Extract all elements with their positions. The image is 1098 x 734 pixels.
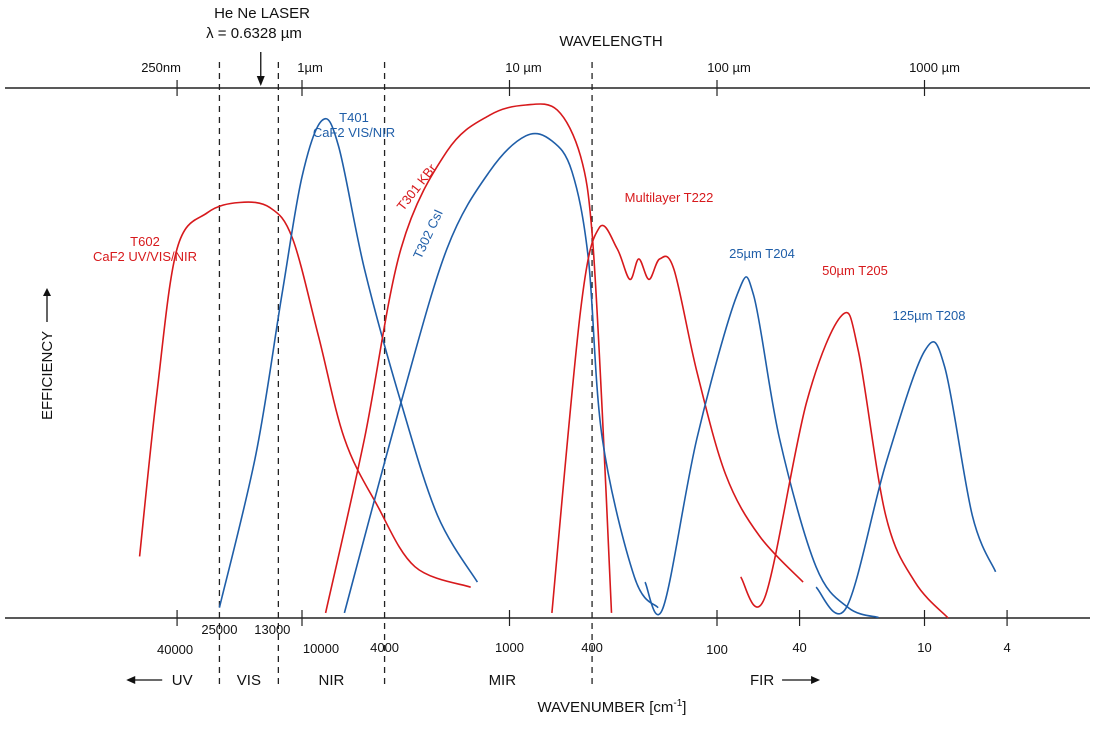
region-label-vis: VIS: [237, 672, 261, 689]
bottom-axis-title-sup: -1: [673, 698, 682, 709]
series-curve-t302-csi: [343, 132, 659, 614]
region-label-uv: UV: [172, 672, 193, 689]
series-label-25-m-t204: 25µm T204: [729, 246, 795, 261]
region-label-mir: MIR: [489, 672, 517, 689]
region-arrow-left-head: [126, 676, 136, 684]
series-curve-125-m-t208: [815, 340, 997, 615]
top-tick-label-4: 1000 µm: [909, 60, 960, 75]
bottom-tick-label-2: 13000: [254, 622, 290, 637]
laser-annotation: He Ne LASER λ = 0.6328 µm: [206, 5, 310, 86]
bottom-tick-label-0: 40000: [157, 642, 193, 657]
bottom-tick-label-9: 10: [917, 640, 931, 655]
series-label-line-125-m-t208-0: 125µm T208: [892, 308, 965, 323]
top-axis-title: WAVELENGTH: [559, 33, 662, 50]
series-label-line-t302-csi-0: T302 CsI: [410, 207, 446, 261]
bottom-axis-title-end: ]: [682, 699, 686, 716]
bottom-tick-label-7: 100: [706, 642, 728, 657]
region-label-fir: FIR: [750, 672, 774, 689]
y-axis-title-text: EFFICIENCY: [39, 331, 56, 420]
series-label-50-m-t205: 50µm T205: [822, 263, 888, 278]
series-curve-t401-caf2-vis-nir: [218, 117, 479, 608]
series-curve-t602-caf2-uv-vis-nir: [138, 201, 471, 588]
series-label-line-50-m-t205-0: 50µm T205: [822, 263, 888, 278]
region-arrow-right-head: [811, 676, 821, 684]
series-label-line-t602-caf2-uv-vis-nir-1: CaF2 UV/VIS/NIR: [93, 249, 197, 264]
series-label-125-m-t208: 125µm T208: [892, 308, 965, 323]
series-curve-t301-kbr: [324, 103, 613, 614]
series-curve-multilayer-t222: [551, 224, 804, 613]
series-label-line-t401-caf2-vis-nir-0: T401: [339, 110, 369, 125]
bottom-tick-label-5: 1000: [495, 640, 524, 655]
top-tick-label-3: 100 µm: [707, 60, 751, 75]
top-tick-label-1: 1µm: [297, 60, 323, 75]
bottom-tick-label-3: 10000: [303, 641, 339, 656]
bottom-tick-label-8: 40: [792, 640, 806, 655]
laser-label-line2: λ = 0.6328 µm: [206, 25, 302, 42]
bottom-tick-label-1: 25000: [201, 622, 237, 637]
series-label-line-multilayer-t222-0: Multilayer T222: [625, 190, 714, 205]
series-label-t302-csi: T302 CsI: [410, 207, 446, 261]
series-label-t401-caf2-vis-nir: T401 CaF2 VIS/NIR: [313, 110, 395, 140]
laser-label-line1: He Ne LASER: [214, 5, 310, 22]
series-curve-50-m-t205: [739, 311, 949, 619]
bottom-tick-label-10: 4: [1003, 640, 1010, 655]
top-tick-label-2: 10 µm: [505, 60, 541, 75]
series-label-t602-caf2-uv-vis-nir: T602 CaF2 UV/VIS/NIR: [93, 234, 197, 264]
series-label-multilayer-t222: Multilayer T222: [625, 190, 714, 205]
series-label-line-t602-caf2-uv-vis-nir-0: T602: [130, 234, 160, 249]
series-label-line-25-m-t204-0: 25µm T204: [729, 246, 795, 261]
laser-arrow-head: [256, 76, 265, 86]
y-axis-arrow-head: [43, 288, 51, 296]
bottom-axis-title: WAVENUMBER [cm-1]: [538, 698, 687, 716]
series-curve-25-m-t204: [644, 276, 879, 619]
series-label-line-t401-caf2-vis-nir-1: CaF2 VIS/NIR: [313, 125, 395, 140]
y-axis-title: EFFICIENCY: [39, 288, 56, 420]
region-label-nir: NIR: [319, 672, 345, 689]
bottom-axis-title-main: WAVENUMBER [cm: [538, 699, 674, 716]
top-tick-label-0: 250nm: [141, 60, 181, 75]
